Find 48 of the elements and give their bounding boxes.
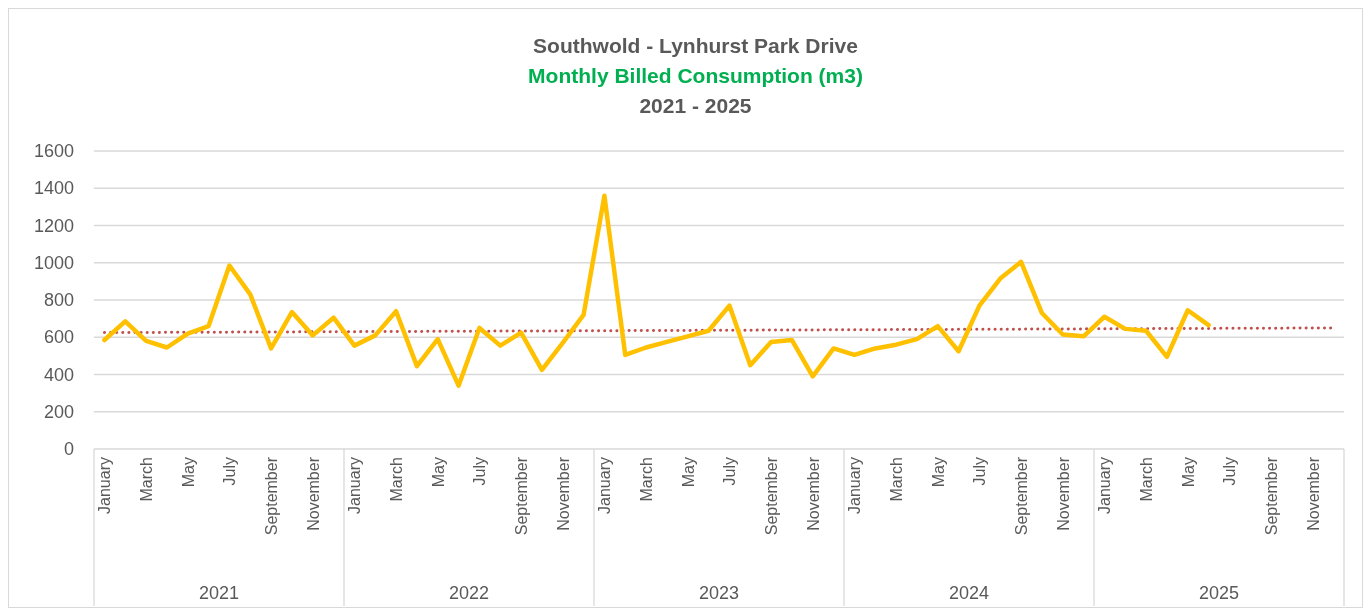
x-tick-label: November (1304, 456, 1322, 531)
y-tick-label: 0 (63, 439, 74, 459)
x-tick-label: March (388, 457, 406, 502)
x-tick-label: July (471, 457, 489, 486)
x-tick-label: January (846, 457, 864, 514)
y-tick-label: 800 (43, 290, 74, 310)
x-tick-label: November (804, 456, 822, 531)
x-tick-label: January (346, 457, 364, 514)
x-tick-label: September (263, 456, 281, 536)
x-tick-label: March (1138, 457, 1156, 502)
x-tick-label: July (721, 457, 739, 486)
x-tick-label: July (221, 457, 239, 486)
x-tick-label: March (888, 457, 906, 502)
x-tick-label: May (929, 457, 947, 488)
x-tick-label: September (513, 456, 531, 536)
x-tick-label: July (1221, 457, 1239, 486)
x-tick-label: November (554, 456, 572, 531)
x-tick-label: January (596, 457, 614, 514)
chart-subtitle: Monthly Billed Consumption (m3) (528, 64, 863, 87)
y-tick-label: 1200 (33, 215, 74, 236)
x-tick-label: January (1096, 457, 1114, 514)
x-tick-label: September (1013, 456, 1031, 536)
x-tick-label: May (679, 457, 697, 488)
x-tick-label: January (96, 457, 114, 514)
x-tick-label: March (638, 457, 656, 502)
x-tick-label: May (179, 457, 197, 488)
y-tick-label: 200 (43, 401, 74, 422)
chart-title: Southwold - Lynhurst Park Drive (533, 34, 858, 57)
x-tick-label: September (1263, 456, 1281, 536)
y-tick-label: 1600 (33, 141, 74, 161)
x-tick-label: November (1054, 456, 1072, 531)
x-tick-label: November (304, 456, 322, 531)
text: 2024 (948, 583, 990, 603)
text: 2022 (448, 583, 490, 603)
text: 2023 (698, 583, 740, 603)
x-tick-label: September (763, 456, 781, 536)
x-tick-label: May (429, 457, 447, 488)
line-series (102, 193, 1211, 388)
text: 2025 (1198, 583, 1240, 603)
y-tick-label: 1000 (33, 252, 74, 273)
text: 2021 (198, 583, 240, 603)
x-tick-label: March (138, 457, 156, 502)
x-tick-label: July (971, 457, 989, 486)
text: 2021 - 2025 (639, 94, 752, 117)
y-tick-label: 400 (43, 364, 74, 385)
y-tick-label: 600 (43, 327, 74, 348)
y-tick-label: 1400 (33, 178, 74, 199)
x-tick-label: May (1179, 457, 1197, 488)
